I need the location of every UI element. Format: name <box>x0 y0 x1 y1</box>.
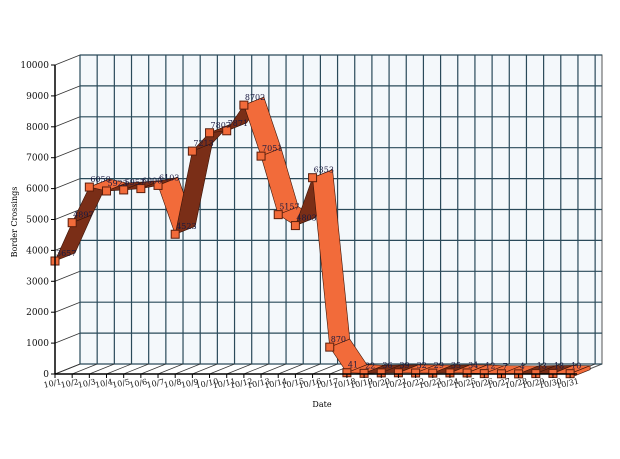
depth-gridline <box>54 332 81 344</box>
data-label: 10 <box>571 362 581 371</box>
data-label: 7807 <box>211 121 231 130</box>
data-label: 36 <box>382 361 392 370</box>
y-tick-label: 1000 <box>26 339 49 349</box>
data-label: 4803 <box>296 214 316 223</box>
x-tick-label: 10/8 <box>163 377 182 390</box>
data-label: 5923 <box>108 179 128 188</box>
data-label: 7051 <box>262 144 282 153</box>
y-tick-label: 7000 <box>26 154 49 164</box>
y-tick-label: 6000 <box>26 185 49 195</box>
data-point-marker[interactable] <box>256 151 266 161</box>
data-label: 8702 <box>245 93 265 102</box>
data-label: 4 <box>520 362 525 371</box>
floor-gridline <box>209 363 235 375</box>
data-label: 22 <box>365 361 375 370</box>
floor-gridline <box>192 363 218 375</box>
x-tick-label: 10/4 <box>94 377 113 390</box>
data-label: 32 <box>417 361 427 370</box>
data-label: 35 <box>451 361 461 370</box>
depth-gridline <box>54 147 81 159</box>
x-tick-label: 10/6 <box>129 377 148 390</box>
x-tick-label: 10/7 <box>146 377 165 390</box>
data-label: 13 <box>537 362 547 371</box>
data-point-marker[interactable] <box>153 180 163 190</box>
floor-gridline <box>89 363 115 375</box>
y-axis-title: Border Crossings <box>10 187 19 258</box>
data-label: 12 <box>485 362 495 371</box>
y-tick-label: 8000 <box>26 123 49 133</box>
y-tick-label: 4000 <box>26 246 49 256</box>
x-tick-label: 10/1 <box>43 377 62 390</box>
data-label: 41 <box>348 361 358 370</box>
floor-gridline <box>278 363 304 375</box>
y-tick-label: 0 <box>43 370 49 380</box>
y-tick-label: 10000 <box>20 61 49 71</box>
x-tick-label: 10/2 <box>60 377 79 390</box>
data-label: 6050 <box>90 175 110 184</box>
data-point-marker[interactable] <box>325 342 335 352</box>
depth-gridline <box>54 85 81 97</box>
data-label: 3657 <box>56 249 76 258</box>
data-label: 34 <box>468 361 478 370</box>
floor-gridline <box>295 363 321 375</box>
y-tick-label: 9000 <box>26 92 49 102</box>
x-tick-label: 10/9 <box>180 377 199 390</box>
x-tick-label: 10/3 <box>77 377 96 390</box>
data-point-marker[interactable] <box>84 182 94 192</box>
data-label: 7213 <box>193 139 213 148</box>
floor-gridline <box>106 363 132 375</box>
floor-gridline <box>123 363 149 375</box>
data-point-marker[interactable] <box>239 100 249 110</box>
data-label: 18 <box>554 361 564 370</box>
depth-gridline <box>54 270 81 282</box>
data-label: 870 <box>331 335 346 344</box>
floor-gridline <box>243 363 270 375</box>
floor-gridline <box>226 363 252 375</box>
data-point-marker[interactable] <box>187 146 197 156</box>
depth-gridline <box>54 209 81 220</box>
y-tick-label: 5000 <box>26 216 49 226</box>
data-label: 5157 <box>279 203 299 212</box>
floor-gridline <box>260 363 287 375</box>
floor-gridline <box>312 363 338 375</box>
data-label: 29 <box>434 361 444 370</box>
data-label: 39 <box>399 361 409 370</box>
data-label: 4897 <box>73 211 93 220</box>
floor-gridline <box>72 363 98 375</box>
y-tick-label: 2000 <box>26 308 49 318</box>
data-label: 7 <box>502 362 507 371</box>
data-label: 6103 <box>159 173 179 182</box>
floor-gridline <box>157 363 184 375</box>
data-point-marker[interactable] <box>273 210 283 220</box>
data-point-marker[interactable] <box>102 186 112 196</box>
floor-gridline <box>54 363 81 375</box>
data-point-marker[interactable] <box>67 218 77 228</box>
data-point-marker[interactable] <box>136 184 146 194</box>
data-label: 5957 <box>125 178 145 187</box>
data-point-marker[interactable] <box>205 128 215 138</box>
data-point-marker[interactable] <box>222 126 232 136</box>
data-label: 7871 <box>228 119 248 128</box>
x-axis-title: Date <box>312 400 331 409</box>
depth-gridline <box>54 301 81 313</box>
depth-gridline <box>54 54 81 66</box>
x-tick-label: 10/5 <box>111 377 130 390</box>
data-label: 6000 <box>142 177 162 186</box>
data-point-marker[interactable] <box>308 173 318 183</box>
y-axis: 0 1000 2000 3000 4000 5000 6000 7000 8000 9000 100… <box>20 61 56 380</box>
depth-gridline <box>54 116 81 128</box>
data-point-marker[interactable] <box>290 221 300 231</box>
data-point-marker[interactable] <box>119 185 129 195</box>
data-label: 4523 <box>176 222 196 231</box>
data-point-marker[interactable] <box>170 229 180 239</box>
depth-gridline <box>54 178 81 189</box>
floor-gridline <box>140 363 166 375</box>
y-tick-label: 3000 <box>26 277 49 287</box>
floor-gridline <box>175 363 201 375</box>
data-label: 6353 <box>314 166 334 175</box>
